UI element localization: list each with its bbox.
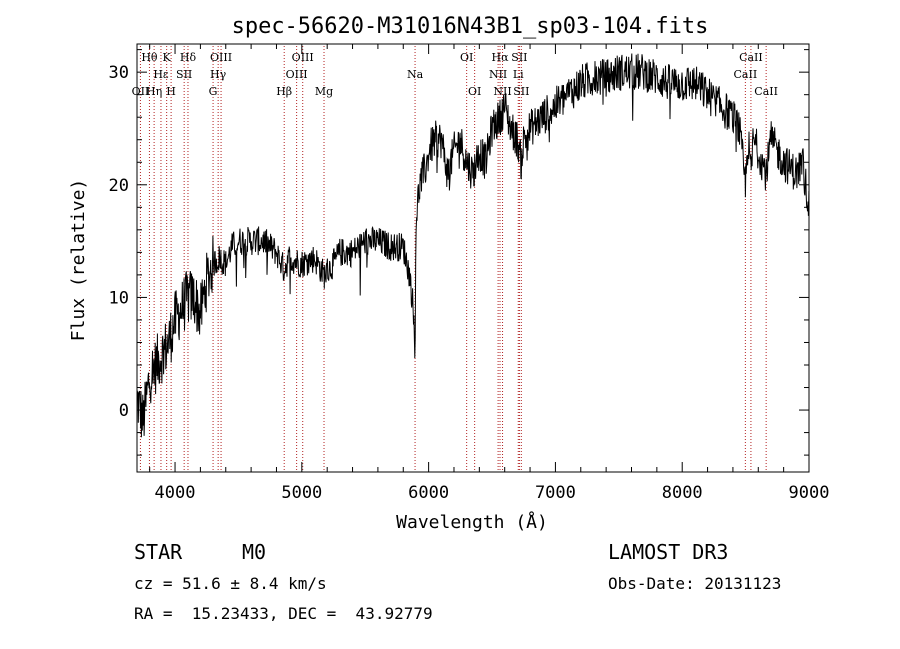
- line-label-22: SII: [511, 51, 527, 64]
- object-subclass: M0: [242, 540, 267, 564]
- line-label-24: CaII: [734, 68, 758, 81]
- line-label-18: NII: [489, 68, 507, 81]
- line-label-5: H: [166, 85, 176, 98]
- x-tick-label-9000: 9000: [789, 483, 830, 503]
- observation-date: Obs-Date: 20131123: [608, 574, 782, 593]
- line-label-3: Hε: [153, 68, 169, 81]
- chart-title: spec-56620-M31016N43B1_sp03-104.fits: [232, 14, 709, 39]
- y-tick-label-0: 0: [119, 401, 129, 421]
- line-label-1: Hθ: [141, 51, 158, 64]
- coordinates: RA = 15.23433, DEC = 43.92779: [134, 604, 433, 623]
- plot-frame: [136, 43, 810, 473]
- line-label-0: OII: [132, 85, 150, 98]
- line-label-11: Hβ: [276, 85, 292, 98]
- y-axis-ticks: 0 10 20 30: [109, 49, 809, 456]
- line-label-26: CaII: [754, 85, 778, 98]
- x-tick-label-7000: 7000: [535, 483, 576, 503]
- x-axis-label: Wavelength (Å): [396, 511, 548, 533]
- line-label-6: SII: [176, 68, 192, 81]
- line-label-23: SII: [513, 85, 529, 98]
- spectrum-line: [136, 53, 810, 438]
- line-label-15: Na: [407, 68, 424, 81]
- line-label-17: OI: [468, 85, 481, 98]
- line-label-2: Hη: [146, 85, 162, 98]
- x-tick-label-4000: 4000: [155, 483, 196, 503]
- survey-name: LAMOST DR3: [608, 540, 729, 564]
- y-tick-label-30: 30: [109, 63, 129, 83]
- line-label-4: K: [163, 51, 172, 64]
- line-label-9: Hγ: [210, 68, 227, 81]
- line-label-19: Hα: [491, 51, 509, 64]
- x-axis-ticks: 4000 5000 6000 7000 8000 9000: [149, 44, 830, 503]
- spectral-line-labels: OIIHθHηHεKHSIIHδGHγOIIIHβOIIIOIIIMgNaOIO…: [132, 51, 778, 98]
- line-label-10: OIII: [210, 51, 232, 64]
- x-tick-label-8000: 8000: [662, 483, 703, 503]
- line-label-16: OI: [460, 51, 473, 64]
- line-label-14: Mg: [315, 85, 333, 98]
- line-label-8: G: [209, 85, 218, 98]
- x-tick-label-6000: 6000: [408, 483, 449, 503]
- y-tick-label-10: 10: [109, 288, 129, 308]
- y-tick-label-20: 20: [109, 176, 129, 196]
- redshift-value: cz = 51.6 ± 8.4 km/s: [134, 574, 327, 593]
- line-label-25: CaII: [739, 51, 763, 64]
- x-tick-label-5000: 5000: [281, 483, 322, 503]
- line-label-13: OIII: [292, 51, 314, 64]
- line-label-21: Li: [513, 68, 524, 81]
- spectral-line-markers: [139, 46, 767, 472]
- line-label-7: Hδ: [180, 51, 197, 64]
- line-label-20: NII: [493, 85, 511, 98]
- object-class: STAR: [134, 540, 183, 564]
- y-axis-label: Flux (relative): [68, 179, 89, 342]
- line-label-12: OIII: [286, 68, 308, 81]
